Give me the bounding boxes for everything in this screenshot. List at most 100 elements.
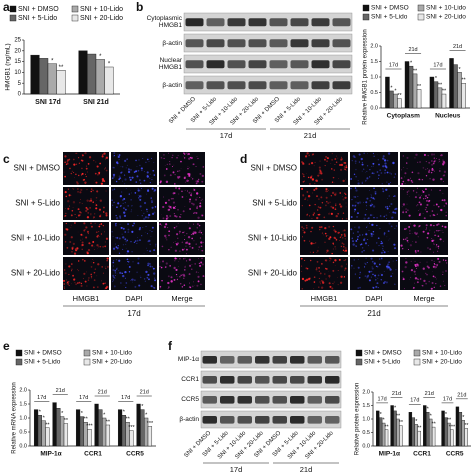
micrograph-speck bbox=[197, 280, 200, 283]
micrograph-speck bbox=[187, 152, 190, 156]
micrograph-speck bbox=[189, 167, 191, 168]
micrograph-speck bbox=[134, 240, 137, 242]
micrograph-speck bbox=[303, 227, 305, 230]
significance-label: * bbox=[123, 410, 126, 416]
micrograph-speck bbox=[172, 197, 174, 200]
micrograph-speck bbox=[402, 155, 404, 157]
micrograph-speck bbox=[386, 159, 389, 162]
subgroup-label: 17d bbox=[378, 396, 387, 402]
micrograph-speck bbox=[364, 275, 367, 278]
group-label: CCR1 bbox=[84, 451, 102, 458]
micrograph-speck bbox=[324, 158, 326, 161]
legend-swatch bbox=[417, 4, 425, 12]
micrograph-speck bbox=[401, 177, 402, 179]
time-label: 21d bbox=[367, 309, 380, 318]
micrograph-speck bbox=[359, 243, 362, 246]
micrograph-speck bbox=[313, 189, 316, 192]
micrograph-speck bbox=[86, 188, 88, 191]
micrograph-speck bbox=[319, 226, 321, 228]
micrograph bbox=[159, 257, 205, 290]
micrograph-speck bbox=[303, 175, 305, 178]
micrograph-speck bbox=[125, 167, 127, 169]
micrograph-speck bbox=[193, 163, 195, 165]
micrograph-speck bbox=[176, 242, 179, 245]
micrograph-speck bbox=[406, 236, 408, 239]
micrograph-speck bbox=[177, 176, 180, 179]
micrograph-speck bbox=[371, 195, 372, 196]
micrograph-speck bbox=[417, 236, 419, 238]
micrograph-speck bbox=[363, 152, 365, 155]
micrograph-speck bbox=[98, 230, 100, 233]
micrograph-speck bbox=[92, 201, 94, 203]
micrograph-speck bbox=[442, 273, 444, 275]
micrograph-speck bbox=[437, 235, 440, 238]
micrograph-speck bbox=[388, 195, 390, 197]
micrograph-speck bbox=[303, 231, 306, 234]
micrograph-speck bbox=[321, 232, 324, 234]
micrograph-speck bbox=[436, 245, 437, 247]
micrograph-speck bbox=[307, 176, 310, 179]
legend-label: SNI + 5-Lido bbox=[371, 14, 408, 21]
micrograph-speck bbox=[124, 202, 126, 204]
micrograph-speck bbox=[376, 224, 378, 227]
micrograph-speck bbox=[417, 161, 419, 163]
panel-letter: b bbox=[136, 0, 143, 14]
micrograph-speck bbox=[196, 227, 198, 229]
micrograph-speck bbox=[72, 207, 74, 209]
row-label: β-actin bbox=[179, 416, 199, 423]
micrograph-speck bbox=[305, 197, 307, 199]
micrograph-speck bbox=[409, 278, 410, 280]
micrograph-speck bbox=[86, 252, 89, 255]
blot-band bbox=[332, 81, 351, 90]
micrograph-speck bbox=[155, 245, 157, 247]
legend-swatch bbox=[83, 358, 91, 366]
micrograph-speck bbox=[133, 222, 136, 225]
micrograph-speck bbox=[365, 180, 367, 182]
micrograph-speck bbox=[354, 273, 356, 275]
micrograph-speck bbox=[139, 239, 141, 241]
micrograph-speck bbox=[180, 168, 182, 170]
row-label: Nuclear HMGB1 bbox=[158, 57, 182, 71]
micrograph-speck bbox=[433, 157, 435, 159]
micrograph-speck bbox=[428, 161, 431, 164]
blot-band bbox=[311, 18, 330, 27]
micrograph-speck bbox=[71, 268, 73, 270]
micrograph-speck bbox=[113, 154, 116, 156]
micrograph-speck bbox=[443, 199, 446, 202]
micrograph-speck bbox=[188, 222, 190, 224]
micrograph-speck bbox=[431, 282, 434, 285]
blot-band bbox=[220, 376, 235, 384]
micrograph-speck bbox=[425, 161, 427, 163]
blot-band bbox=[269, 81, 288, 90]
significance-label: * bbox=[81, 411, 84, 417]
micrograph-speck bbox=[184, 257, 186, 259]
micrograph-speck bbox=[369, 222, 371, 224]
blot-band bbox=[290, 39, 309, 48]
micrograph-speck bbox=[355, 201, 357, 203]
micrograph-speck bbox=[426, 261, 428, 263]
bar bbox=[429, 76, 435, 109]
micrograph-speck bbox=[321, 202, 324, 204]
micrograph-speck bbox=[383, 270, 385, 272]
micrograph-speck bbox=[103, 153, 104, 155]
micrograph-speck bbox=[416, 263, 419, 266]
micrograph-speck bbox=[165, 223, 168, 226]
micrograph-speck bbox=[443, 170, 447, 173]
micrograph-speck bbox=[122, 244, 125, 246]
micrograph-speck bbox=[401, 270, 404, 273]
micrograph-speck bbox=[395, 260, 397, 262]
micrograph-speck bbox=[144, 232, 146, 233]
micrograph-speck bbox=[436, 213, 439, 215]
micrograph-speck bbox=[345, 206, 347, 208]
micrograph-speck bbox=[199, 264, 202, 267]
micrograph-speck bbox=[201, 198, 203, 200]
micrograph-speck bbox=[118, 159, 120, 160]
micrograph-speck bbox=[161, 245, 164, 248]
micrograph-speck bbox=[394, 244, 396, 246]
micrograph-speck bbox=[161, 224, 163, 226]
micrograph-speck bbox=[122, 180, 123, 182]
bar bbox=[52, 402, 57, 447]
legend-label: SNI + DMSO bbox=[371, 5, 409, 12]
micrograph-speck bbox=[442, 160, 445, 164]
micrograph-speck bbox=[195, 182, 198, 185]
